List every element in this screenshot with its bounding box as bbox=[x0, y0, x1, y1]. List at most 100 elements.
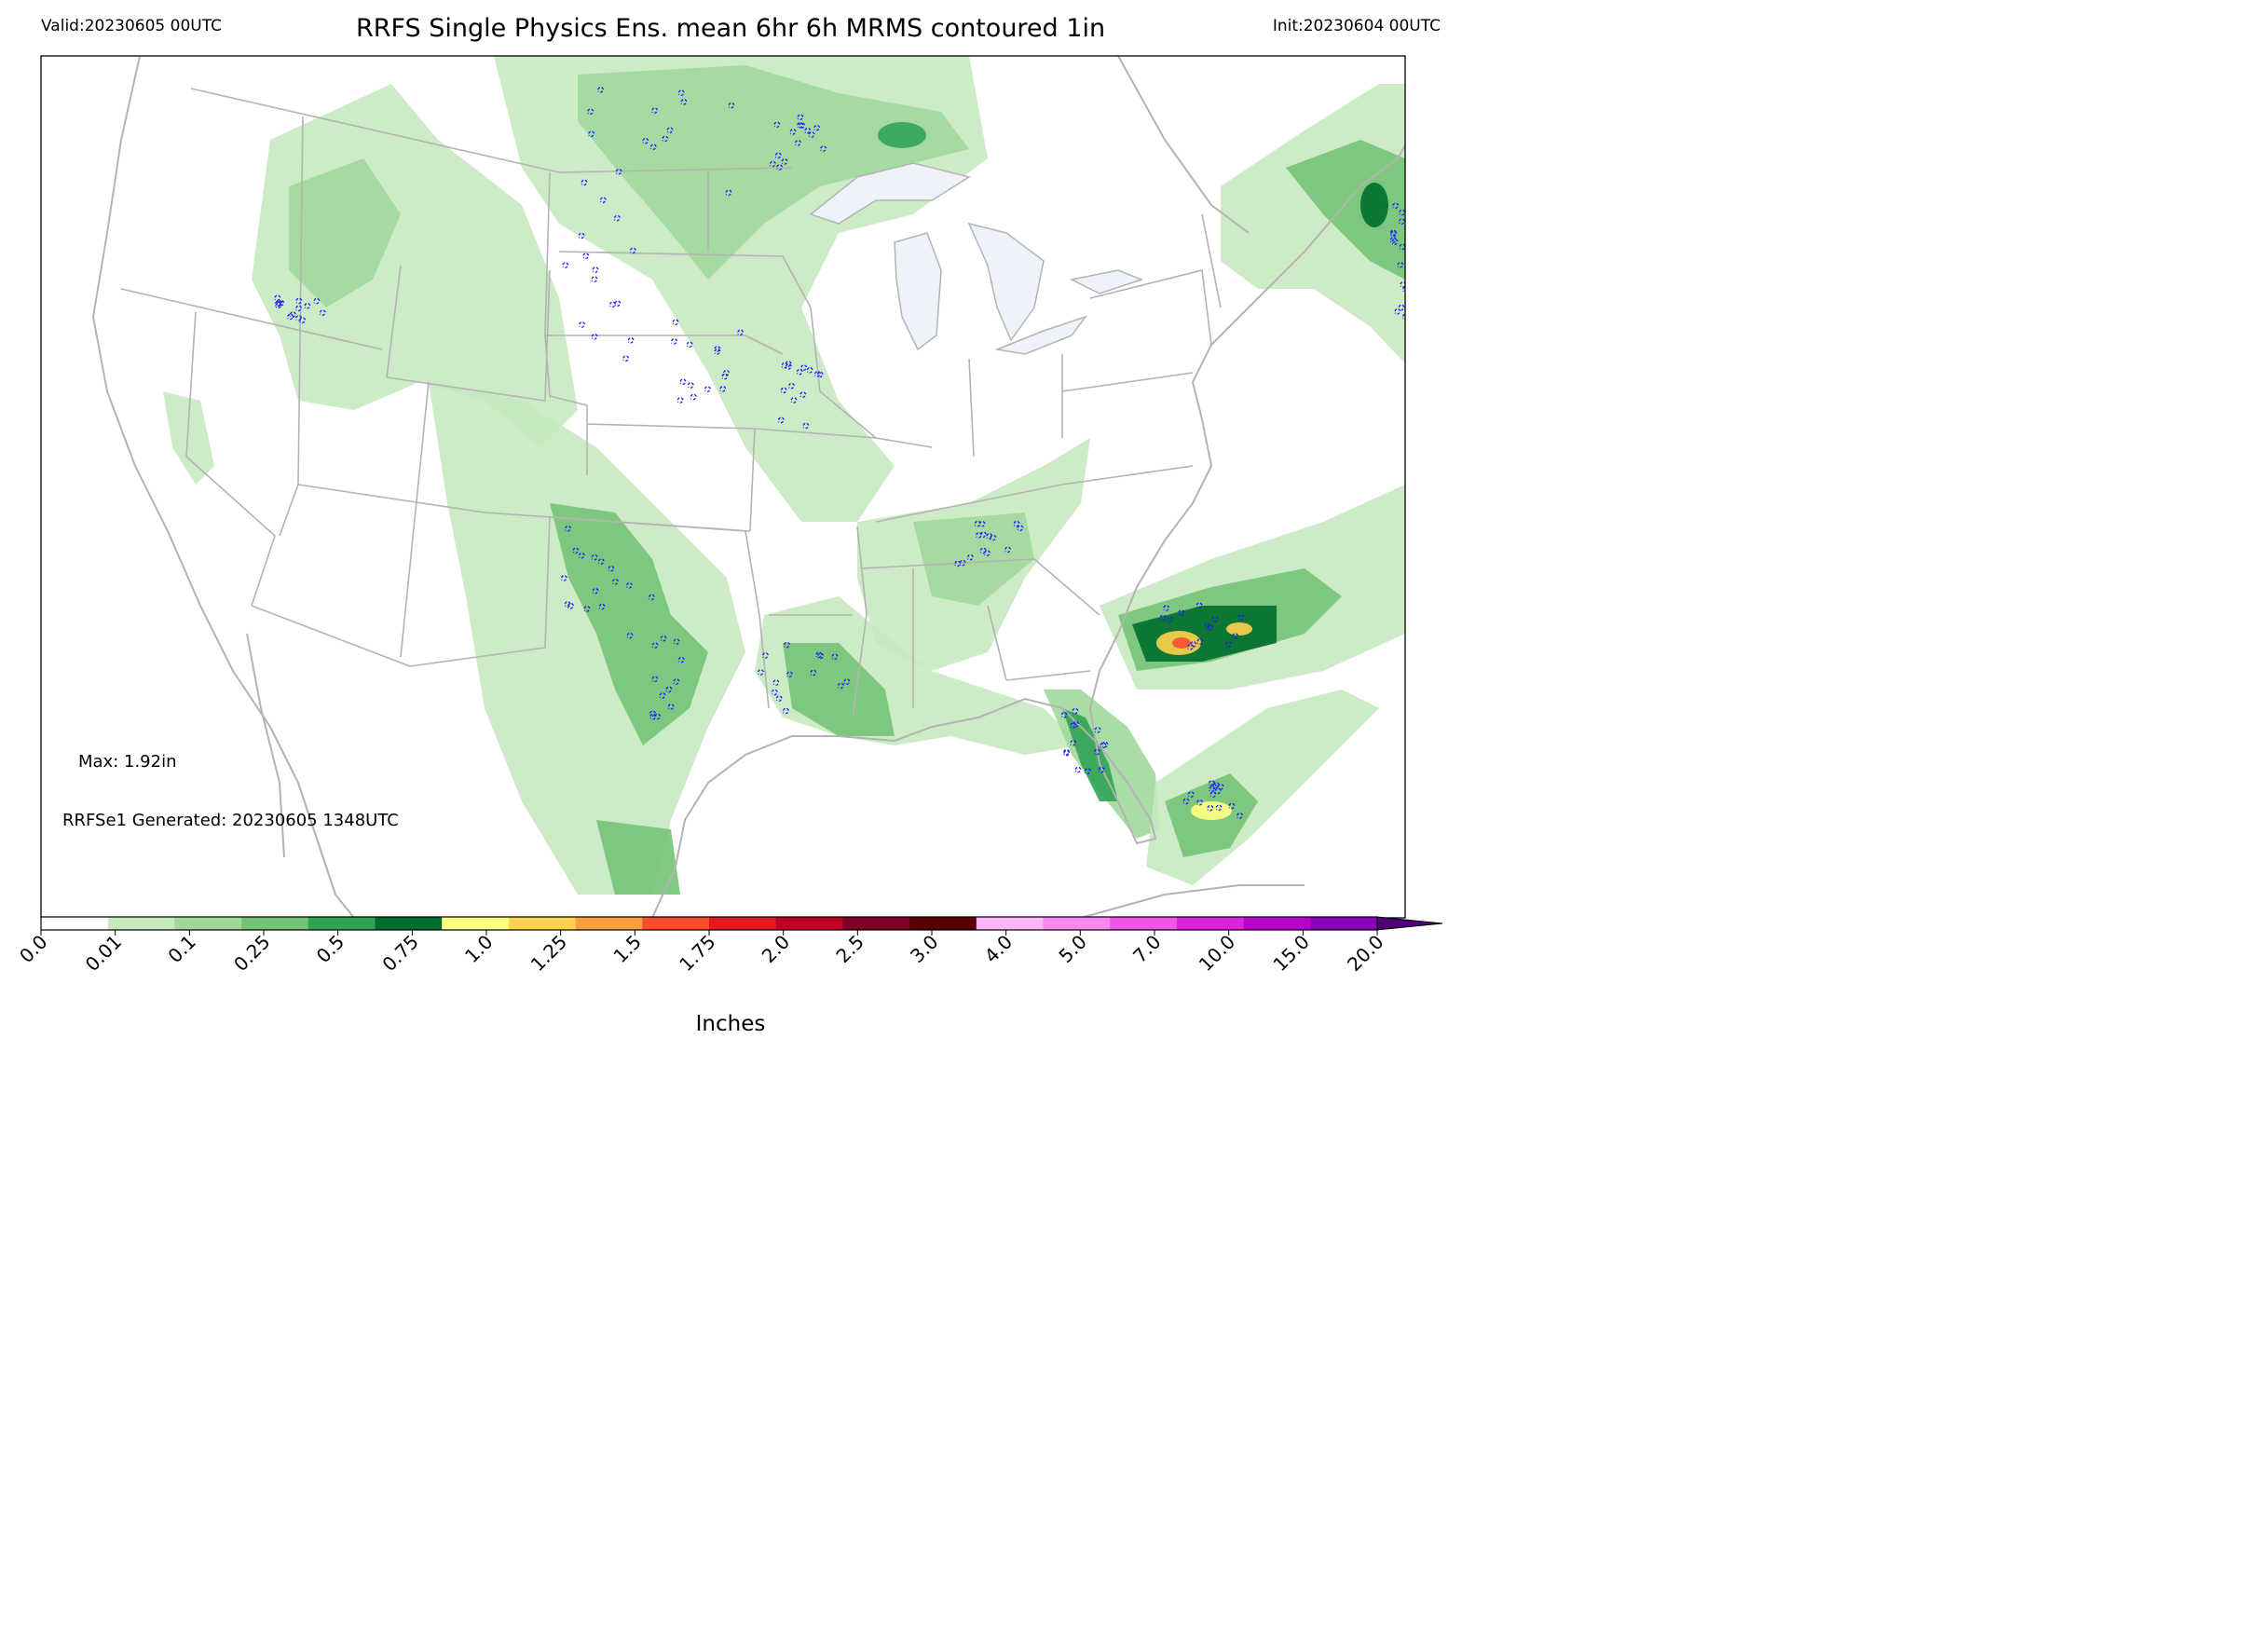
precip-shading bbox=[163, 56, 1405, 895]
mrms-contour bbox=[666, 127, 674, 134]
lake-michigan bbox=[894, 232, 942, 351]
mrms-contour bbox=[1063, 749, 1071, 757]
mrms-contour bbox=[567, 602, 575, 609]
mrms-contour bbox=[1196, 799, 1204, 806]
mrms-contour bbox=[1070, 739, 1077, 746]
mrms-contour bbox=[673, 638, 680, 645]
mrms-contour bbox=[1017, 525, 1024, 532]
mrms-1in-contours bbox=[274, 86, 1405, 819]
mrms-contour bbox=[813, 370, 822, 377]
mrms-contour bbox=[1098, 766, 1106, 773]
colorbar-tick-label: 0.75 bbox=[377, 931, 422, 976]
colorbar-box bbox=[508, 917, 577, 930]
mrms-contour bbox=[954, 560, 962, 567]
mrms-contour bbox=[597, 86, 605, 93]
colorbar-tick-label: 2.5 bbox=[831, 931, 868, 967]
mrms-contour bbox=[649, 710, 657, 718]
colorbar-tick-label: 1.25 bbox=[526, 931, 571, 976]
mrms-contour bbox=[1399, 209, 1405, 216]
colorbar-tick-label: 0.01 bbox=[81, 931, 126, 976]
colorbar-box bbox=[1176, 917, 1245, 930]
mrms-contour bbox=[687, 381, 695, 389]
colorbar-tick-label: 7.0 bbox=[1128, 931, 1165, 967]
mrms-contour bbox=[598, 603, 606, 610]
mrms-contour bbox=[1209, 783, 1218, 790]
mrms-contour bbox=[1398, 218, 1405, 225]
colorbar-box bbox=[442, 917, 510, 930]
mrms-contour bbox=[983, 550, 991, 556]
mrms-contour bbox=[1093, 748, 1101, 756]
mrms-contour bbox=[625, 581, 634, 589]
mrms-contour bbox=[813, 124, 821, 131]
mrms-contour bbox=[313, 297, 321, 305]
mrms-contour bbox=[780, 387, 787, 394]
mrms-contour bbox=[802, 422, 810, 430]
mrms-contour bbox=[714, 345, 721, 352]
mrms-contour bbox=[771, 689, 779, 696]
mrms-contour bbox=[572, 547, 580, 554]
mrms-contour bbox=[976, 531, 983, 539]
precip-florida-core bbox=[1062, 708, 1118, 801]
max-value-label: Max: 1.92in bbox=[78, 752, 177, 772]
mrms-contour bbox=[686, 341, 693, 348]
mrms-contour bbox=[591, 276, 598, 282]
mrms-contour bbox=[1187, 643, 1195, 650]
mrms-contour bbox=[1401, 313, 1405, 321]
mrms-contour bbox=[587, 108, 594, 116]
mrms-contour bbox=[1196, 638, 1204, 645]
mrms-contour bbox=[1178, 609, 1185, 616]
mrms-contour bbox=[608, 301, 617, 308]
colorbar-tick-label: 1.0 bbox=[460, 931, 497, 967]
colorbar-box bbox=[1110, 917, 1178, 930]
mrms-contour bbox=[562, 262, 569, 268]
mrms-contour bbox=[1060, 711, 1069, 718]
mrms-contour bbox=[1389, 237, 1398, 243]
mrms-contour bbox=[583, 605, 591, 612]
mrms-contour bbox=[679, 378, 687, 386]
mrms-contour bbox=[677, 656, 686, 663]
mrms-contour bbox=[817, 652, 825, 660]
mrms-contour bbox=[1391, 238, 1399, 245]
mrms-contour bbox=[651, 107, 659, 114]
colorbar-tick-label: 0.0 bbox=[15, 931, 51, 967]
mrms-contour bbox=[781, 362, 788, 369]
mrms-contour bbox=[799, 391, 807, 398]
colorbar-tick-label: 5.0 bbox=[1054, 931, 1090, 967]
mrms-contour bbox=[1063, 748, 1071, 756]
colorbar-box bbox=[575, 917, 643, 930]
mrms-contour bbox=[611, 578, 620, 585]
colorbar-box bbox=[241, 917, 309, 930]
mrms-contour bbox=[1207, 804, 1214, 812]
mrms-contour bbox=[725, 189, 732, 197]
mrms-contour bbox=[1214, 787, 1222, 795]
mrms-contour bbox=[1073, 720, 1080, 728]
mrms-contour bbox=[578, 232, 585, 239]
mrms-contour bbox=[642, 137, 649, 144]
mrms-contour bbox=[1397, 261, 1404, 268]
mrms-contour bbox=[592, 266, 599, 273]
mrms-contour bbox=[1070, 722, 1077, 729]
mrms-contour bbox=[1389, 229, 1397, 237]
mrms-contour bbox=[1004, 546, 1012, 554]
mrms-contour bbox=[1237, 614, 1245, 621]
mrms-contour bbox=[773, 121, 781, 129]
lake-erie bbox=[994, 315, 1088, 355]
mrms-contour bbox=[787, 382, 796, 390]
mrms-contour bbox=[662, 135, 669, 143]
colorbar-tick-label: 20.0 bbox=[1343, 931, 1387, 976]
mrms-contour bbox=[772, 679, 780, 686]
mrms-contour bbox=[815, 651, 823, 659]
precip-southern-plains bbox=[429, 382, 745, 895]
colorbar-tick-label: 10.0 bbox=[1195, 931, 1239, 976]
mrms-contour bbox=[721, 373, 729, 380]
mrms-contour bbox=[728, 102, 735, 109]
mrms-contour bbox=[737, 329, 745, 336]
mrms-contour bbox=[775, 695, 784, 702]
colorbar-box bbox=[375, 917, 443, 930]
mrms-contour bbox=[677, 89, 686, 96]
mrms-contour bbox=[1215, 804, 1223, 812]
colorbar-box bbox=[775, 917, 843, 930]
generated-time-label: RRFSe1 Generated: 20230605 1348UTC bbox=[62, 811, 399, 830]
mrms-contour bbox=[1400, 280, 1405, 288]
colorbar-tick-label: 0.25 bbox=[229, 931, 274, 976]
